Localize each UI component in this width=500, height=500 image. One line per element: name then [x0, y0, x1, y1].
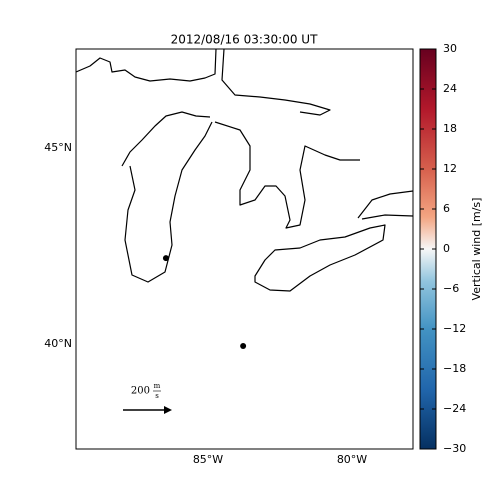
key-arrow-head — [164, 406, 172, 414]
coastlines — [76, 49, 413, 292]
colorbar-tick-label: 12 — [443, 162, 457, 175]
colorbar-tick-label: 24 — [443, 82, 457, 95]
colorbar-label: Vertical wind [m/s] — [470, 198, 483, 301]
colorbar-tick-label: −18 — [443, 362, 466, 375]
colorbar-tick-label: −6 — [443, 282, 459, 295]
colorbar-tick-label: 18 — [443, 122, 457, 135]
station-point — [162, 255, 169, 262]
colorbar-tick-label: 0 — [443, 242, 450, 255]
key-value: 200 — [131, 386, 150, 397]
vector-key: 200 m s — [123, 382, 172, 414]
lon-label: 85°W — [193, 453, 223, 466]
key-unit-num: m — [154, 382, 161, 390]
map-title: 2012/08/16 03:30:00 UT — [171, 33, 318, 47]
station-point — [240, 342, 247, 349]
colorbar-tick-label: −30 — [443, 442, 466, 455]
lat-label: 40°N — [44, 337, 72, 350]
colorbar-tick-label: 6 — [443, 202, 450, 215]
lon-label: 80°W — [337, 453, 367, 466]
key-unit-den: s — [155, 392, 159, 400]
colorbar-tick-label: −12 — [443, 322, 466, 335]
colorbar-tick-label: −24 — [443, 402, 466, 415]
map-frame — [75, 48, 414, 450]
lat-label: 45°N — [44, 141, 72, 154]
colorbar-tick-label: 30 — [443, 42, 457, 55]
